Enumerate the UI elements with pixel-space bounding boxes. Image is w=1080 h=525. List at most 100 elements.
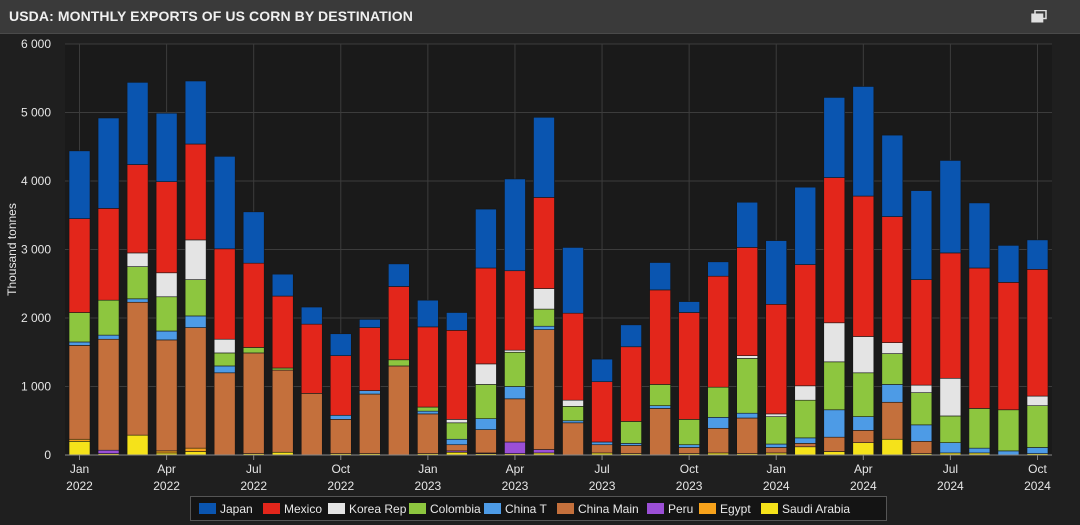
- bar-segment-saudi-arabia: [852, 442, 875, 456]
- expand-window-icon[interactable]: [1031, 10, 1047, 23]
- bar-segment-japan: [765, 240, 788, 305]
- bar-segment-mexico: [97, 208, 120, 301]
- bar-segment-korea-rep: [852, 336, 875, 374]
- x-tick-label-month: Apr: [157, 462, 176, 476]
- bar-segment-japan: [271, 273, 294, 297]
- bar-segment-china-t: [126, 298, 149, 303]
- x-tick-label-month: Apr: [506, 462, 525, 476]
- legend-label: Saudi Arabia: [782, 502, 851, 516]
- bar-segment-colombia: [649, 384, 671, 406]
- legend-label: China T: [505, 502, 547, 516]
- bar-segment-colombia: [881, 353, 904, 385]
- bar-segment-china-t: [910, 424, 933, 442]
- bar-segment-japan: [562, 247, 584, 314]
- bar-segment-china-t: [823, 409, 846, 438]
- chart-title: USDA: MONTHLY EXPORTS OF US CORN BY DEST…: [9, 8, 413, 24]
- bar-segment-saudi-arabia: [881, 438, 904, 456]
- legend-label: China Main: [578, 502, 639, 516]
- bar-segment-china-main: [649, 408, 671, 456]
- bar-segment-china-t: [155, 330, 178, 341]
- bar-segment-mexico: [329, 355, 352, 416]
- bar-segment-china-t: [649, 405, 671, 409]
- bar-segment-mexico: [359, 327, 381, 391]
- bar-segment-colombia: [968, 408, 991, 449]
- x-tick-label-year: 2023: [676, 479, 703, 493]
- bar-segment-japan: [1026, 239, 1049, 270]
- bar-segment-mexico: [765, 303, 788, 415]
- bar-segment-china-t: [475, 418, 497, 430]
- bar-segment-mexico: [68, 218, 91, 313]
- bar-segment-china-t: [329, 414, 352, 420]
- bar-segment-japan: [620, 324, 642, 348]
- legend-label: Colombia: [430, 502, 481, 516]
- bar-segment-mexico: [300, 323, 323, 394]
- legend-swatch: [557, 503, 574, 514]
- bar-segment-korea-rep: [1026, 395, 1049, 406]
- bar-segment-mexico: [184, 143, 207, 241]
- y-tick-label: 0: [44, 448, 51, 462]
- bar-segment-colombia: [707, 386, 729, 418]
- bar-segment-egypt: [68, 438, 91, 442]
- bar-segment-japan: [736, 201, 758, 248]
- bar-segment-colombia: [997, 409, 1020, 452]
- bar-segment-colombia: [126, 266, 149, 300]
- bar-segment-mexico: [533, 197, 555, 289]
- bar-segment-china-main: [271, 369, 294, 453]
- bar-segment-mexico: [591, 381, 613, 443]
- legend-label: Peru: [668, 502, 694, 516]
- bar-segment-mexico: [504, 270, 526, 351]
- bar-segment-china-main: [329, 419, 352, 454]
- x-tick-label-year: 2023: [589, 479, 616, 493]
- x-tick-label-year: 2023: [415, 479, 442, 493]
- bar-segment-china-main: [155, 339, 178, 452]
- legend-swatch: [328, 503, 345, 514]
- bar-segment-china-t: [68, 341, 91, 346]
- bar-segment-china-t: [707, 417, 729, 429]
- bar-segment-mexico: [939, 252, 962, 379]
- bar-segment-korea-rep: [823, 322, 846, 363]
- bar-segment-korea-rep: [446, 419, 468, 424]
- bar-segment-japan: [910, 190, 933, 280]
- bar-segment-china-main: [881, 401, 904, 440]
- bar-segment-china-main: [736, 417, 758, 454]
- bar-segment-korea-rep: [765, 413, 788, 417]
- x-tick-label-year: 2022: [66, 479, 93, 493]
- x-tick-label-month: Jan: [70, 462, 89, 476]
- bar-segment-china-main: [97, 338, 120, 451]
- bar-segment-peru: [533, 449, 555, 454]
- bar-segment-japan: [678, 301, 700, 313]
- bar-segment-china-t: [504, 386, 526, 400]
- x-tick-label-year: 2022: [153, 479, 180, 493]
- x-tick-label-year: 2024: [1024, 479, 1051, 493]
- bar-segment-korea-rep: [939, 377, 962, 417]
- x-tick-label-year: 2024: [850, 479, 877, 493]
- legend-label: Japan: [220, 502, 253, 516]
- bar-segment-mexico: [388, 286, 410, 361]
- y-tick-label: 4 000: [21, 174, 51, 188]
- x-tick-label-year: 2022: [327, 479, 354, 493]
- bar-segment-mexico: [968, 267, 991, 409]
- legend-swatch: [199, 503, 216, 514]
- bar-segment-china-main: [852, 430, 875, 443]
- bar-segment-saudi-arabia: [184, 451, 207, 456]
- bar-segment-mexico: [678, 312, 700, 420]
- bar-segment-japan: [417, 299, 439, 328]
- bar-segment-mexico: [736, 247, 758, 356]
- bar-segment-china-main: [68, 345, 91, 440]
- bar-segment-japan: [591, 358, 613, 383]
- y-tick-label: 6 000: [21, 37, 51, 51]
- x-tick-label-month: Jul: [594, 462, 609, 476]
- bar-segment-china-main: [417, 413, 439, 454]
- bar-segment-china-main: [707, 427, 729, 454]
- bar-segment-colombia: [97, 299, 120, 336]
- x-tick-label-year: 2024: [937, 479, 964, 493]
- y-tick-label: 1 000: [21, 380, 51, 394]
- bar-segment-korea-rep: [475, 363, 497, 385]
- bar-segment-mexico: [794, 264, 817, 387]
- bar-segment-china-t: [678, 444, 700, 448]
- bar-segment-china-main: [533, 329, 555, 450]
- bar-segment-colombia: [1026, 405, 1049, 448]
- bar-segment-korea-rep: [562, 399, 584, 407]
- bar-segment-china-t: [359, 390, 381, 395]
